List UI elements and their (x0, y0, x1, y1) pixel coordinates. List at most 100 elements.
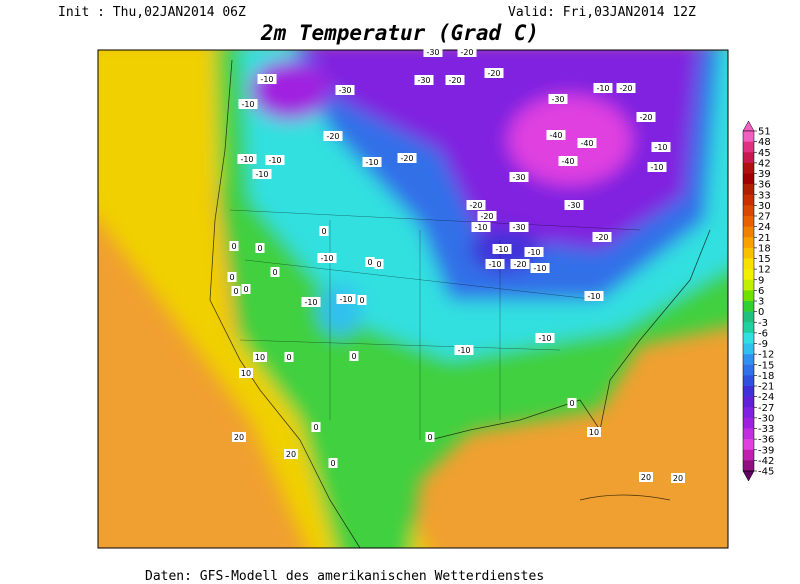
contour-label: 0 (367, 258, 372, 267)
contour-label: 0 (569, 399, 574, 408)
colorbar-label: -42 (758, 456, 774, 467)
colorbar-label: -15 (758, 360, 774, 371)
contour-label-box (252, 169, 272, 179)
colorbar-label: 51 (758, 127, 771, 138)
contour-label-box (593, 83, 613, 93)
colorbar-band (743, 258, 754, 270)
colorbar-band (743, 279, 754, 291)
contour-label-box (229, 241, 239, 251)
contour-label: 10 (589, 428, 599, 437)
contour-label-box (397, 153, 417, 163)
colorbar-band (743, 194, 754, 206)
colorbar-band (743, 247, 754, 259)
contour-label-box (317, 253, 337, 263)
contour-label: 0 (330, 459, 335, 468)
colorbar-band (743, 417, 754, 429)
colorbar-label: -6 (758, 328, 768, 339)
contour-label: -20 (480, 212, 493, 221)
colorbar-band (743, 205, 754, 217)
contour-label: -30 (338, 86, 351, 95)
contour-label-box (425, 432, 435, 442)
contour-label: -20 (513, 260, 526, 269)
colorbar-band (743, 407, 754, 419)
contour-label-box (231, 286, 241, 296)
colorbar-band (743, 141, 754, 153)
contour-label-box (365, 257, 375, 267)
contour-label-box (484, 68, 504, 78)
colorbar-label: 42 (758, 158, 771, 169)
colorbar-band (743, 311, 754, 323)
contour-label-box (466, 200, 486, 210)
contour-label-box (558, 156, 578, 166)
contour-label: -30 (512, 223, 525, 232)
contour-label: -40 (549, 131, 562, 140)
contour-label-box (636, 112, 656, 122)
colorbar-label: 24 (758, 222, 771, 233)
colorbar-label: -21 (758, 382, 774, 393)
colorbar-label: 27 (758, 212, 771, 223)
colorbar-band (743, 269, 754, 281)
contour-label-box (265, 155, 285, 165)
contour-label: -10 (240, 155, 253, 164)
contour-label: -20 (469, 201, 482, 210)
contour-label: 0 (229, 273, 234, 282)
contour-label-box (232, 432, 246, 442)
contour-label: 20 (286, 450, 296, 459)
contour-label: 0 (359, 296, 364, 305)
contour-label: 0 (321, 227, 326, 236)
contour-label: 10 (255, 353, 265, 362)
contour-label-box (239, 368, 253, 378)
contour-label: 0 (313, 423, 318, 432)
contour-label: -30 (551, 95, 564, 104)
contour-label: -30 (512, 173, 525, 182)
contour-label-box (509, 172, 529, 182)
colorbar-band (743, 428, 754, 440)
contour-label: 0 (351, 352, 356, 361)
contour-label: -10 (255, 170, 268, 179)
contour-label-box (651, 142, 671, 152)
contour-label-box (647, 162, 667, 172)
contour-label: -10 (538, 334, 551, 343)
contour-label-box (253, 352, 267, 362)
contour-label-box (457, 47, 477, 57)
colorbar-label: 12 (758, 265, 771, 276)
contour-label-box (255, 243, 265, 253)
contour-label-box (284, 449, 298, 459)
contour-label-box (454, 345, 474, 355)
contour-label: -10 (488, 260, 501, 269)
contour-label-box (284, 352, 294, 362)
colorbar-band (743, 449, 754, 461)
contour-label: -20 (326, 132, 339, 141)
contour-label-box (616, 83, 636, 93)
contour-label-box (257, 74, 277, 84)
contour-label-box (546, 130, 566, 140)
contour-label: -30 (417, 76, 430, 85)
colorbar-band (743, 322, 754, 334)
colorbar-frame (742, 130, 755, 472)
colorbar-label: 39 (758, 169, 771, 180)
contour-label-box (564, 200, 584, 210)
contour-label-box (485, 259, 505, 269)
colorbar-label: -36 (758, 435, 774, 446)
contour-label: 0 (257, 244, 262, 253)
colorbar-label: -24 (758, 392, 774, 403)
colorbar-label: -12 (758, 350, 774, 361)
contour-label-box (471, 222, 491, 232)
colorbar-tip (742, 470, 755, 482)
colorbar-band (743, 301, 754, 312)
contour-label: -10 (587, 292, 600, 301)
contour-label: -10 (457, 346, 470, 355)
init-time: Init : Thu,02JAN2014 06Z (58, 5, 246, 20)
contour-label: -10 (241, 100, 254, 109)
colorbar-label: 15 (758, 254, 771, 265)
contour-label-box (374, 259, 384, 269)
contour-label-box (492, 244, 512, 254)
contour-label: 0 (272, 268, 277, 277)
contour-label-box (238, 99, 258, 109)
contour-label-box (577, 138, 597, 148)
colorbar-label: -45 (758, 467, 774, 478)
colorbar-band (743, 343, 754, 355)
colorbar-band (743, 131, 754, 142)
contour-label-box (587, 427, 601, 437)
contour-label: -40 (580, 139, 593, 148)
